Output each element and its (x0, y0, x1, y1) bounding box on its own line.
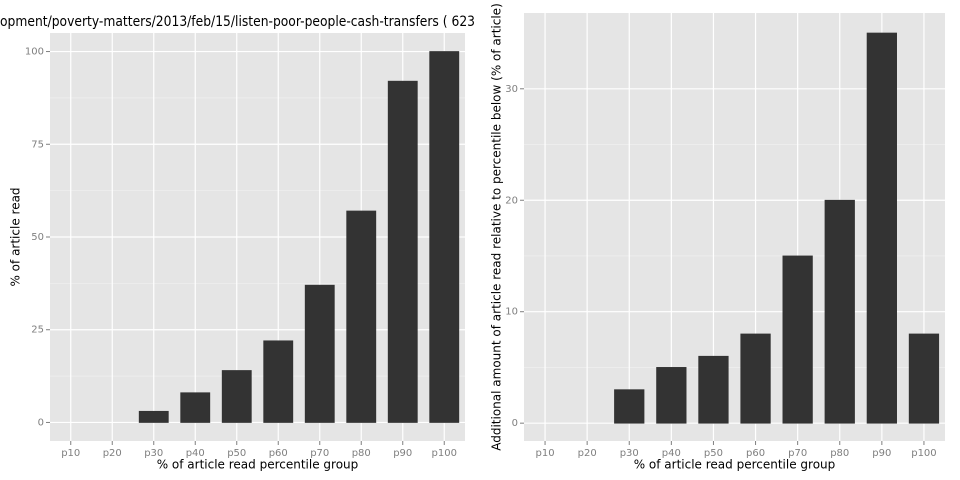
x-tick-label: p70 (788, 448, 807, 459)
x-tick-label: p50 (704, 448, 723, 459)
y-tick-label: 50 (31, 232, 44, 243)
bar (429, 51, 460, 423)
chart-panel: 0 10 20 30 p10 p20 p30 p40 p50 p60 p70 p80 p90 p100 % … (490, 3, 945, 472)
x-tick-label: p20 (578, 448, 597, 459)
x-tick-label: p30 (144, 448, 163, 459)
bar (782, 255, 813, 424)
x-tick-label: p40 (662, 448, 681, 459)
x-tick-label: p40 (186, 448, 205, 459)
x-axis-label: % of article read percentile group (634, 458, 836, 472)
x-tick-label: p100 (432, 448, 457, 459)
bar (304, 284, 335, 423)
y-axis-label: % of article read (9, 187, 23, 286)
bar (263, 340, 294, 423)
x-tick-label: p80 (830, 448, 849, 459)
bar (698, 355, 729, 424)
x-tick-label: p30 (620, 448, 639, 459)
x-tick-label: p10 (536, 448, 555, 459)
chart-title: opment/poverty-matters/2013/feb/15/liste… (0, 14, 475, 30)
x-tick-label: p100 (911, 448, 936, 459)
x-tick-label: p90 (393, 448, 412, 459)
x-tick-label: p60 (269, 448, 288, 459)
y-tick-label: 75 (31, 139, 44, 150)
bar (221, 370, 252, 423)
y-tick-label: 0 (38, 417, 44, 428)
bar (346, 210, 377, 423)
bar (387, 80, 418, 423)
x-tick-label: p20 (103, 448, 122, 459)
bar (614, 389, 645, 424)
x-tick-label: p50 (227, 448, 246, 459)
y-tick-label: 30 (505, 84, 518, 95)
bar (908, 333, 940, 424)
y-tick-label: 0 (512, 418, 518, 429)
x-tick-label: p90 (872, 448, 891, 459)
bar (866, 32, 897, 424)
x-tick-label: p80 (352, 448, 371, 459)
x-tick-label: p10 (61, 448, 80, 459)
y-tick-label: 10 (505, 307, 518, 318)
x-axis-label: % of article read percentile group (157, 458, 359, 472)
bar (740, 333, 771, 424)
x-tick-label: p60 (746, 448, 765, 459)
y-tick-label: 20 (505, 195, 518, 206)
bar (180, 392, 211, 423)
bar (656, 367, 687, 424)
chart-panel: 0 25 50 75 100 p10 p20 p30 p40 p50 p60 p70 p80 p90 p10… (0, 14, 475, 472)
y-axis-label: Additional amount of article read relati… (490, 3, 504, 451)
y-tick-label: 100 (25, 47, 44, 58)
y-tick-label: 25 (31, 325, 44, 336)
x-tick-label: p70 (310, 448, 329, 459)
bar (138, 410, 169, 423)
bar (824, 199, 855, 424)
